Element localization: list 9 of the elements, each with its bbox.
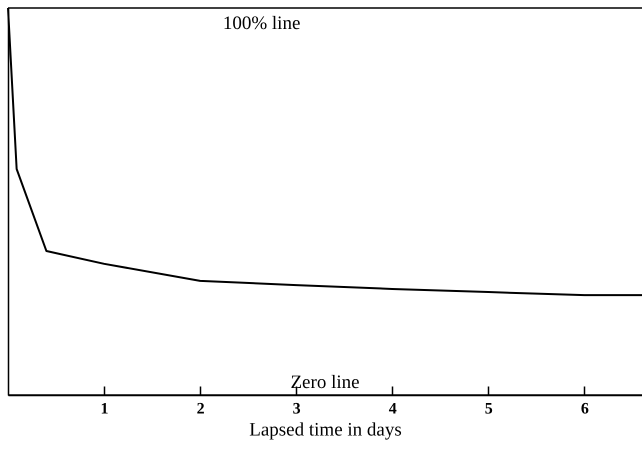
ref-line-label: 100% line bbox=[222, 13, 300, 34]
x-tick-label: 2 bbox=[196, 400, 205, 418]
x-axis-title: Lapsed time in days bbox=[249, 420, 402, 440]
x-tick-label: 3 bbox=[292, 400, 301, 418]
x-tick-label: 1 bbox=[100, 400, 109, 418]
ref-line-label: Zero line bbox=[290, 372, 360, 393]
x-tick-label: 6 bbox=[580, 400, 589, 418]
x-tick-label: 5 bbox=[484, 400, 493, 418]
x-tick-label: 4 bbox=[388, 400, 397, 418]
